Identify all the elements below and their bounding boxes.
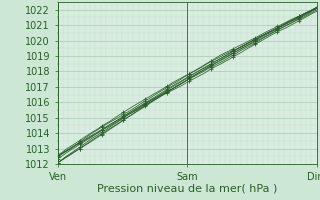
X-axis label: Pression niveau de la mer( hPa ): Pression niveau de la mer( hPa ): [97, 183, 277, 193]
